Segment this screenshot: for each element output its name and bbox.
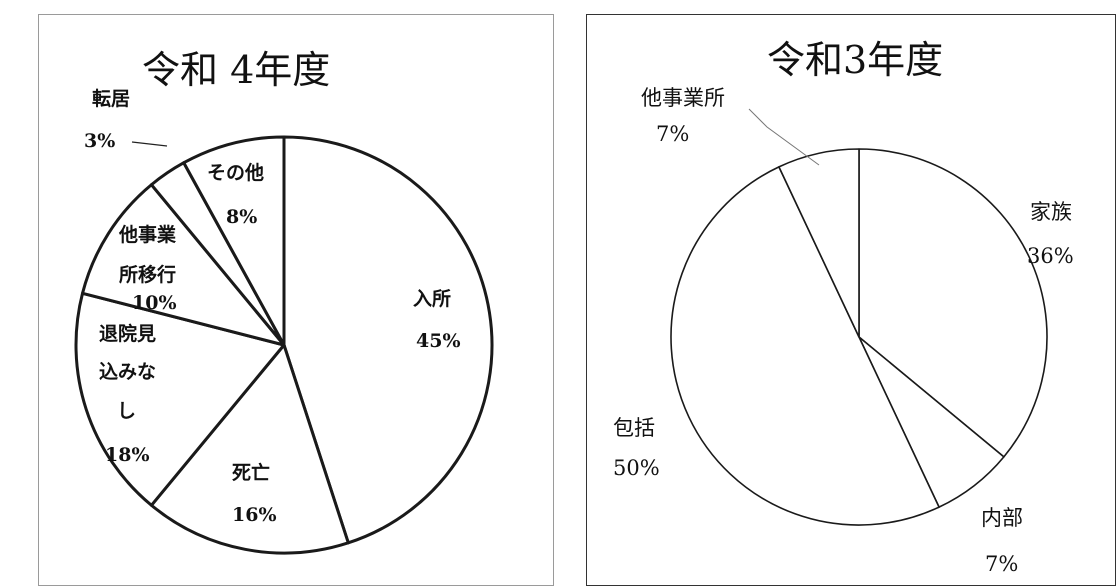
slice-label-taiin-line1: 退院見	[99, 322, 156, 345]
slice-label-kazoku: 家族	[1030, 200, 1072, 224]
pie-chart-fy2021: 令和3年度 他事業所 7% 家族 36% 包括 50% 内部 7%	[613, 38, 1074, 576]
slice-pct-kazoku: 36%	[1027, 244, 1074, 268]
chart-title: 令和 4年度	[142, 48, 330, 92]
slice-pct-naibu: 7%	[985, 552, 1018, 576]
slice-label-tajigyosho: 他事業所	[641, 86, 725, 110]
slice-label-naibu: 内部	[981, 506, 1023, 530]
slice-pct-taiin: 18%	[105, 444, 150, 466]
slice-pct-tajigyosho: 7%	[656, 122, 689, 146]
chart-title: 令和3年度	[767, 38, 943, 82]
slice-label-nyusho: 入所	[413, 288, 451, 310]
slice-label-taiin-line3: し	[117, 400, 136, 422]
slice-label-hokatsu: 包括	[613, 416, 655, 440]
slice-pct-tajigyo: 10%	[132, 292, 177, 314]
fy2021-slice-2	[670, 166, 940, 526]
fy2022-slice-3	[81, 183, 286, 347]
fy2021-slice-3	[778, 148, 860, 338]
chart-panel-fy2021: 令和3年度 他事業所 7% 家族 36% 包括 50% 内部 7%	[586, 14, 1116, 586]
fy2022-slice-2	[74, 291, 286, 507]
slice-pct-shibo: 16%	[232, 504, 277, 526]
slice-pct-tenkyo: 3%	[84, 130, 115, 152]
slice-label-tajigyo-line2: 所移行	[119, 263, 176, 286]
fy2022-slice-0	[282, 135, 494, 545]
slice-label-sonota: その他	[207, 161, 264, 184]
slice-pct-nyusho: 45%	[416, 330, 461, 352]
fy2021-slice-0	[858, 148, 1048, 458]
pie-chart-fy2022: 令和 4年度 転居 3% その他 8% 他事業 所移行 10% 入所 45% 退…	[74, 48, 494, 555]
slice-label-shibo: 死亡	[232, 461, 270, 484]
slice-pct-hokatsu: 50%	[613, 456, 660, 480]
chart-panel-fy2022: 令和 4年度 転居 3% その他 8% 他事業 所移行 10% 入所 45% 退…	[38, 14, 554, 586]
slice-label-taiin-line2: 込みな	[99, 361, 156, 383]
fy2022-slice-5	[182, 135, 286, 347]
leader-line-tajigyosho	[748, 108, 820, 166]
leader-line-tenkyo	[131, 141, 168, 147]
slice-label-tajigyo-line1: 他事業	[118, 223, 177, 246]
slice-label-tenkyo: 転居	[92, 88, 130, 110]
fy2022-slice-1	[149, 343, 350, 555]
slice-pct-sonota: 8%	[226, 206, 257, 228]
